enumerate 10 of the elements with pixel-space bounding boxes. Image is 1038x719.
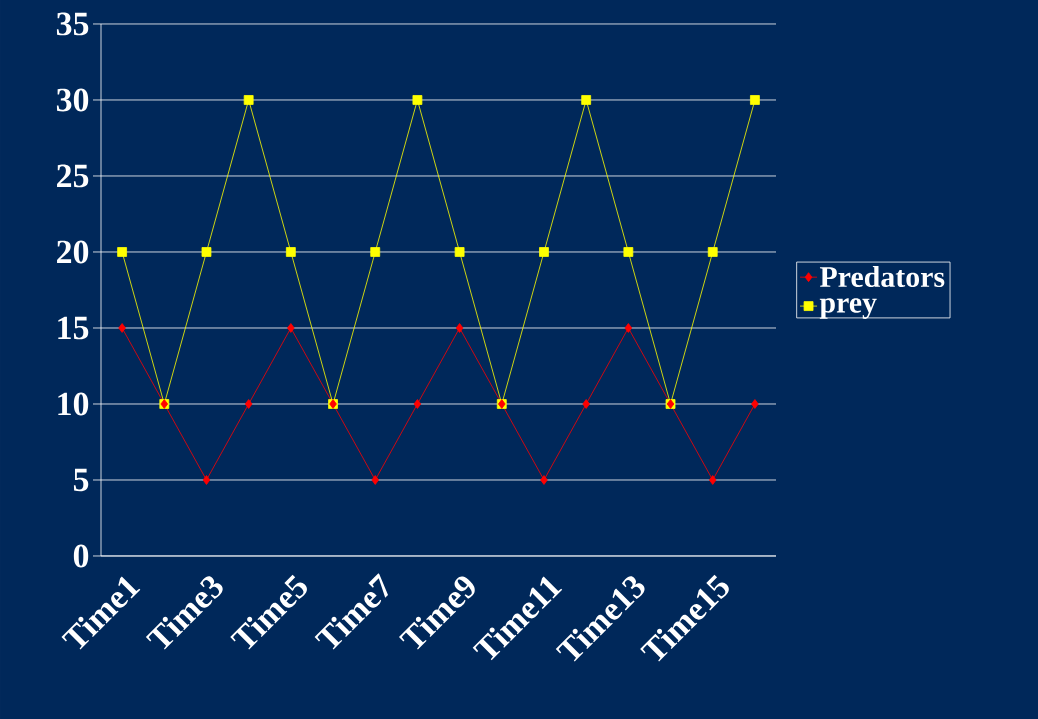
y-tick-label: 10 — [58, 392, 89, 416]
y-tick-label: 15 — [58, 316, 89, 340]
y-tick-label: 0 — [73, 544, 89, 568]
y-tick-label: 20 — [57, 240, 89, 264]
y-tick-label: 5 — [73, 468, 89, 492]
y-tick-label: 35 — [56, 12, 89, 36]
y-tick-label: 25 — [57, 164, 89, 188]
legend-label: prey — [819, 298, 877, 319]
y-tick-label: 30 — [56, 88, 89, 112]
legend-label: Predators — [819, 266, 945, 288]
